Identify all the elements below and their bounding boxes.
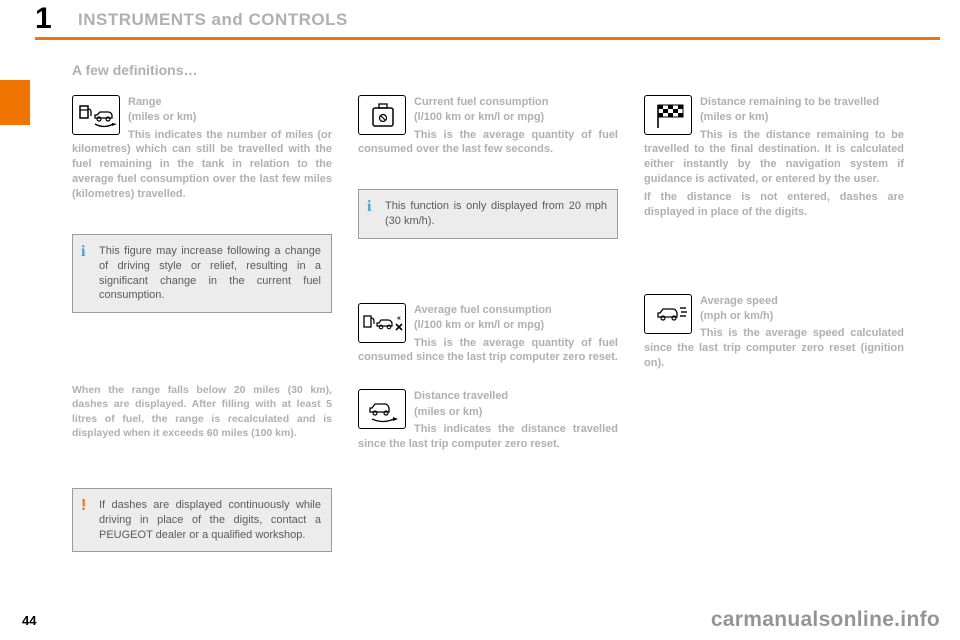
entry-body: This indicates the number of miles (or k… [72,128,332,202]
section-subheading: A few definitions… [72,62,197,78]
entry-current-fuel: Current fuel consumption (l/100 km or km… [358,95,618,157]
warning-icon: ! [81,495,86,517]
entry-average-speed: Average speed (mph or km/h) This is the … [644,294,904,371]
info-icon: i [81,241,85,263]
warning-text: If dashes are displayed continuously whi… [99,499,321,541]
chapter-title: INSTRUMENTS and CONTROLS [78,10,348,30]
page-number: 44 [22,613,36,628]
fuel-can-icon [358,95,406,135]
entry-body: This is the distance remaining to be tra… [644,128,904,187]
column-1: Range (miles or km) This indicates the n… [72,95,332,552]
watermark: carmanualsonline.info [711,608,940,632]
page: 1 INSTRUMENTS and CONTROLS A few definit… [0,0,960,640]
fuel-car-icon [72,95,120,135]
entry-avg-fuel: « Average fuel consumption (l/100 km or … [358,303,618,365]
info-text: This figure may increase following a cha… [99,245,321,302]
chapter-number: 1 [35,2,52,36]
checkered-flag-icon [644,95,692,135]
info-box: i This function is only displayed from 2… [358,189,618,239]
entry-distance-remaining: Distance remaining to be travelled (mile… [644,95,904,220]
range-note: When the range falls below 20 miles (30 … [72,383,332,440]
info-icon: i [367,196,371,218]
entry-distance-travelled: Distance travelled (miles or km) This in… [358,389,618,451]
info-box: i This figure may increase following a c… [72,234,332,313]
warning-box: ! If dashes are displayed continuously w… [72,488,332,553]
column-3: Distance remaining to be travelled (mile… [644,95,904,381]
info-text: This function is only displayed from 20 … [385,200,607,227]
side-tab [0,80,30,125]
car-speed-icon [644,294,692,334]
svg-text:«: « [397,315,401,322]
fuel-car-cross-icon: « [358,303,406,343]
car-arrow-icon [358,389,406,429]
orange-rule [35,37,940,40]
column-2: Current fuel consumption (l/100 km or km… [358,95,618,462]
entry-range: Range (miles or km) This indicates the n… [72,95,332,202]
entry-body-2: If the distance is not entered, dashes a… [644,190,904,220]
